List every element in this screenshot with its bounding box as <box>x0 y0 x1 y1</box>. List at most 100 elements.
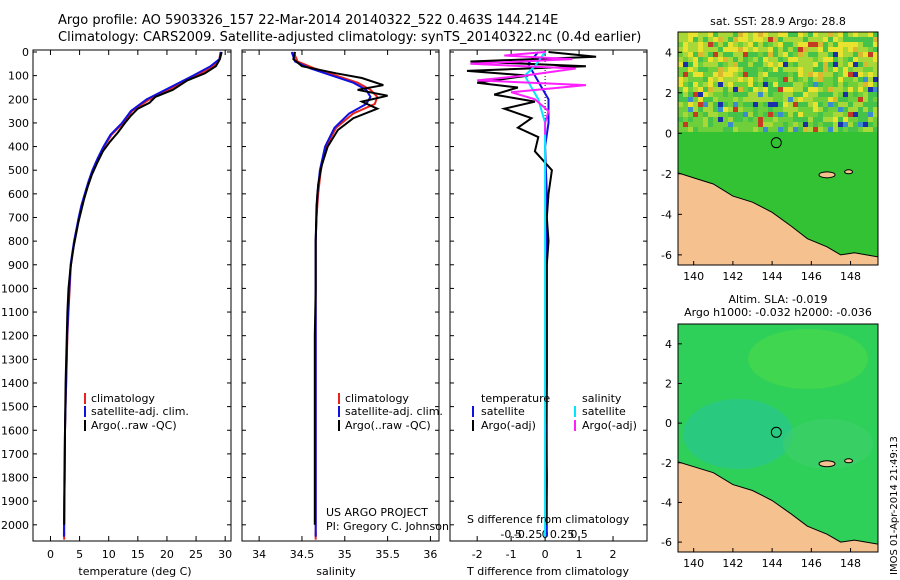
sla-blob <box>783 419 873 469</box>
sst-cell <box>783 37 788 42</box>
temperature-axis-title: temperature (deg C) <box>78 565 191 578</box>
sst-cell <box>763 62 768 67</box>
sst-cell <box>728 117 733 122</box>
sst-cell <box>863 97 868 102</box>
sst-cell <box>678 117 683 122</box>
map-y-tick-label: 0 <box>665 127 672 140</box>
sst-cell <box>683 82 688 87</box>
sst-cell <box>788 37 793 42</box>
sst-cell <box>758 127 763 132</box>
sst-cell <box>873 102 878 107</box>
sst-cell <box>728 107 733 112</box>
depth-tick-label: 300 <box>8 117 29 130</box>
sst-cell <box>818 112 823 117</box>
sst-cell <box>728 37 733 42</box>
sst-cell <box>868 107 873 112</box>
sst-cell <box>713 117 718 122</box>
sst-cell <box>873 92 878 97</box>
sst-cell <box>803 82 808 87</box>
sst-cell <box>813 102 818 107</box>
sst-cell <box>843 92 848 97</box>
sst-cell <box>763 107 768 112</box>
sst-cell <box>763 32 768 37</box>
sst-cell <box>743 87 748 92</box>
sst-cell <box>858 37 863 42</box>
sst-cell <box>863 37 868 42</box>
sst-cell <box>743 42 748 47</box>
sst-cell <box>808 97 813 102</box>
sst-cell <box>728 112 733 117</box>
map-x-tick-label: 142 <box>722 557 743 570</box>
sst-cell <box>693 87 698 92</box>
sst-cell <box>863 57 868 62</box>
sst-cell <box>758 82 763 87</box>
sst-cell <box>813 127 818 132</box>
sst-cell <box>728 72 733 77</box>
sst-cell <box>788 127 793 132</box>
sst-cell <box>703 122 708 127</box>
sla-map-title: Altim. SLA: -0.019 <box>728 293 827 306</box>
sst-cell <box>718 117 723 122</box>
sst-cell <box>858 67 863 72</box>
map-y-tick-label: -4 <box>661 496 672 509</box>
sst-cell <box>743 112 748 117</box>
sst-cell <box>838 82 843 87</box>
sst-cell <box>808 122 813 127</box>
sst-cell <box>713 97 718 102</box>
sst-cell <box>748 87 753 92</box>
sst-cell <box>788 42 793 47</box>
sst-cell <box>678 127 683 132</box>
map-y-tick-label: -6 <box>661 536 672 549</box>
sst-cell <box>828 62 833 67</box>
sst-cell <box>788 77 793 82</box>
sst-cell <box>838 32 843 37</box>
sst-cell <box>828 32 833 37</box>
sst-cell <box>803 47 808 52</box>
sst-cell <box>708 102 713 107</box>
sst-cell <box>703 67 708 72</box>
sst-cell <box>773 82 778 87</box>
sst-cell <box>733 97 738 102</box>
sst-cell <box>728 62 733 67</box>
sst-cell <box>738 112 743 117</box>
sst-cell <box>763 112 768 117</box>
sst-cell <box>693 122 698 127</box>
sst-cell <box>683 102 688 107</box>
depth-tick-label: 800 <box>8 235 29 248</box>
difference-panel-frame <box>449 49 648 542</box>
sst-cell <box>753 47 758 52</box>
sst-cell <box>823 92 828 97</box>
sst-cell <box>718 37 723 42</box>
sst-cell <box>778 97 783 102</box>
sst-cell <box>733 37 738 42</box>
sst-cell <box>733 72 738 77</box>
sst-cell <box>818 42 823 47</box>
sst-cell <box>748 82 753 87</box>
sst-cell <box>848 112 853 117</box>
sst-cell <box>803 97 808 102</box>
sst-cell <box>803 37 808 42</box>
sst-cell <box>738 77 743 82</box>
sst-map-title: sat. SST: 28.9 Argo: 28.8 <box>710 15 846 28</box>
map-frame <box>677 31 879 266</box>
sst-cell <box>813 117 818 122</box>
sst-cell <box>763 42 768 47</box>
sst-cell <box>738 82 743 87</box>
sst-cell <box>858 57 863 62</box>
sst-cell <box>833 32 838 37</box>
sst-cell <box>813 82 818 87</box>
sst-cell <box>818 32 823 37</box>
sst-cell <box>683 37 688 42</box>
map-x-tick-label: 148 <box>840 557 861 570</box>
sst-cell <box>803 77 808 82</box>
sst-cell <box>788 102 793 107</box>
sst-cell <box>763 117 768 122</box>
island-manus <box>818 460 836 468</box>
sst-cell <box>783 47 788 52</box>
series-line <box>470 51 586 135</box>
sst-cell <box>698 77 703 82</box>
sst-cell <box>818 72 823 77</box>
sst-cell <box>833 77 838 82</box>
map-x-tick-label: 144 <box>762 557 783 570</box>
sst-cell <box>833 127 838 132</box>
